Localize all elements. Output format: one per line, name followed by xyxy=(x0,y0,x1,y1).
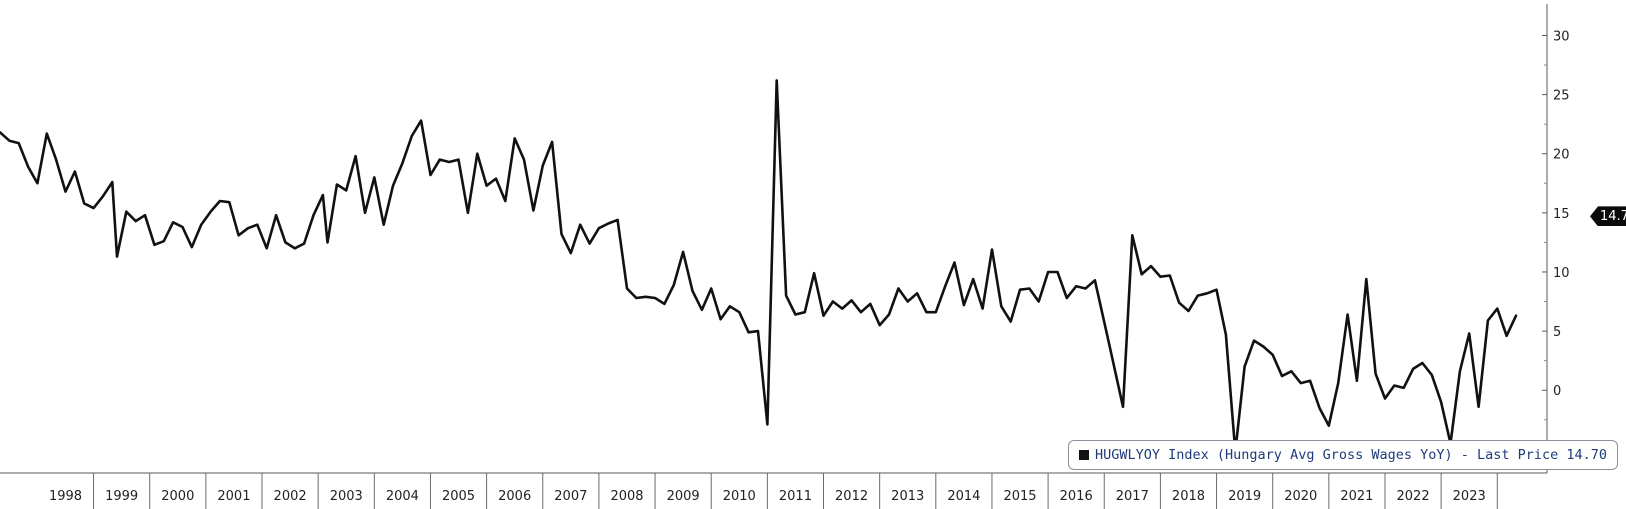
x-tick-label: 2015 xyxy=(1003,489,1036,504)
x-tick-label: 2007 xyxy=(554,489,587,504)
y-tick-label: 15 xyxy=(1553,207,1570,222)
x-tick-label: 2019 xyxy=(1228,489,1261,504)
x-axis: 1998 1999 2000 2001 2002 2003 2004 2005 2006 2007… xyxy=(0,472,1547,509)
y-tick-label: 30 xyxy=(1553,29,1570,44)
x-tick-label: 1998 xyxy=(49,489,82,504)
y-tick-label: 5 xyxy=(1553,325,1561,340)
last-price-tag: 14.70 xyxy=(1590,206,1626,227)
x-tick-label: 2009 xyxy=(667,489,700,504)
x-tick-label: 2005 xyxy=(442,489,475,504)
y-tick-label: 25 xyxy=(1553,89,1570,104)
y-tick-label: 20 xyxy=(1553,148,1570,163)
y-tick-label: 0 xyxy=(1553,384,1561,399)
x-tick-label: 2013 xyxy=(891,489,924,504)
x-tick-label: 2003 xyxy=(330,489,363,504)
x-tick-label: 2000 xyxy=(161,489,194,504)
x-tick-label: 1999 xyxy=(105,489,138,504)
x-tick-label: 2011 xyxy=(779,489,812,504)
y-tick-label: 10 xyxy=(1553,266,1570,281)
x-tick-label: 2012 xyxy=(835,489,868,504)
x-tick-label: 2006 xyxy=(498,489,531,504)
last-price-value: 14.70 xyxy=(1600,208,1626,224)
x-tick-label: 2001 xyxy=(217,489,250,504)
legend-label: HUGWLYOY Index (Hungary Avg Gross Wages … xyxy=(1095,447,1608,463)
x-tick-label: 2014 xyxy=(947,489,980,504)
x-tick-label: 2021 xyxy=(1340,489,1373,504)
plot-area xyxy=(0,79,1518,453)
x-tick-label: 2020 xyxy=(1284,489,1317,504)
x-tick-label: 2018 xyxy=(1172,489,1205,504)
x-tick-label: 2008 xyxy=(610,489,643,504)
x-tick-label: 2022 xyxy=(1397,489,1430,504)
x-tick-label: 2010 xyxy=(723,489,756,504)
series-line-0 xyxy=(0,79,1518,453)
x-tick-label: 2016 xyxy=(1060,489,1093,504)
x-tick-label: 2023 xyxy=(1453,489,1486,504)
x-tick-label: 2004 xyxy=(386,489,419,504)
legend-swatch xyxy=(1079,450,1089,460)
x-tick-label: 2017 xyxy=(1116,489,1149,504)
x-tick-label: 2002 xyxy=(274,489,307,504)
legend: HUGWLYOY Index (Hungary Avg Gross Wages … xyxy=(1068,440,1619,470)
